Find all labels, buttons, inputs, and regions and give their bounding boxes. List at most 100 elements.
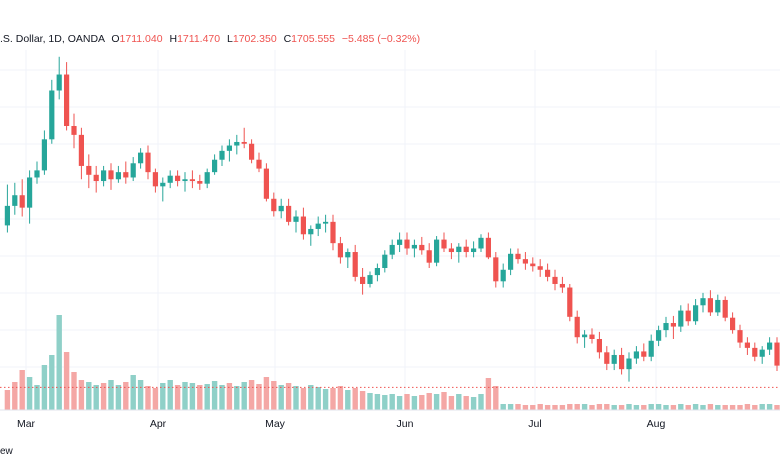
volume-bar — [448, 396, 455, 410]
volume-bar — [137, 380, 144, 410]
x-tick-may: May — [265, 418, 286, 430]
candle-body — [263, 168, 269, 199]
volume-bar — [293, 386, 299, 410]
candle-body — [463, 246, 469, 253]
candle-body — [249, 143, 255, 160]
volume-bar — [345, 390, 351, 410]
candle — [41, 130, 47, 175]
candle-body — [138, 152, 144, 164]
candle — [315, 216, 321, 237]
candle-body — [759, 349, 765, 357]
volume-bar — [93, 385, 99, 410]
candle-body — [397, 239, 403, 245]
volume-bar — [411, 396, 418, 410]
volume-bar — [774, 405, 780, 410]
candle-body — [160, 182, 166, 187]
candle-body — [508, 253, 514, 270]
volume-bar — [567, 404, 573, 410]
volume-bar — [234, 386, 240, 410]
volume-bar — [604, 404, 610, 410]
candle-body — [685, 310, 691, 322]
candle-body — [552, 276, 558, 284]
candle-body — [515, 253, 521, 260]
volume-bar — [78, 380, 85, 410]
candle — [256, 152, 262, 173]
candle — [656, 325, 662, 347]
candle-body — [145, 152, 151, 173]
volume-bar — [485, 378, 492, 410]
candle — [426, 243, 432, 268]
volume-bar — [115, 385, 122, 410]
candle-body — [471, 248, 477, 253]
candle — [197, 174, 203, 190]
candle — [234, 134, 240, 155]
candle — [678, 305, 684, 332]
candle — [685, 303, 691, 326]
volume-bar — [463, 396, 469, 410]
candle-body — [389, 244, 395, 255]
candle-body — [108, 170, 114, 180]
grid-lines — [0, 50, 780, 410]
candle — [56, 56, 62, 100]
volume-bar — [641, 405, 647, 410]
volume-bar — [160, 383, 166, 410]
candle — [78, 127, 84, 180]
candle-body — [700, 298, 706, 306]
candle — [12, 182, 18, 215]
candle — [715, 294, 721, 316]
candle — [286, 198, 292, 226]
volume-bar — [86, 382, 92, 410]
volume-bar — [752, 405, 758, 410]
volume-bar — [700, 405, 706, 410]
candle-body — [34, 170, 40, 178]
x-tick-jun: Jun — [397, 418, 414, 430]
candle — [4, 184, 10, 233]
candle-body — [715, 299, 721, 313]
volume-bar — [692, 404, 699, 410]
candle-body — [426, 250, 432, 263]
candle — [93, 165, 99, 193]
candle-body — [78, 134, 84, 166]
volume-bar — [300, 388, 307, 410]
candle-body — [19, 195, 25, 208]
volume-bar — [766, 404, 773, 410]
volume-bar — [285, 383, 292, 410]
candle — [537, 259, 543, 277]
candle-body — [737, 330, 743, 343]
candle — [759, 346, 765, 364]
candle-body — [582, 334, 588, 338]
candle — [360, 268, 366, 295]
volume-bar — [478, 394, 484, 410]
candle — [300, 207, 306, 240]
volume-bar — [182, 382, 188, 410]
candle — [589, 328, 595, 344]
candle-body — [204, 172, 210, 184]
candle-body — [478, 237, 484, 249]
candle-body — [670, 323, 676, 327]
volume-bar — [263, 377, 270, 410]
candle-body — [219, 150, 225, 160]
candle — [182, 172, 188, 192]
candle — [463, 239, 469, 258]
candle-body — [485, 237, 491, 258]
candle — [389, 239, 395, 260]
candle — [152, 168, 158, 193]
candle — [71, 113, 77, 149]
candle-body — [722, 299, 728, 318]
candle — [263, 163, 269, 202]
candle-body — [633, 351, 639, 359]
candle-body — [567, 287, 573, 317]
candle — [175, 170, 181, 187]
volume-bar — [374, 394, 381, 410]
candle — [559, 276, 565, 293]
candle-body — [212, 159, 218, 173]
candle-body — [730, 317, 736, 331]
candle — [64, 62, 70, 131]
candle — [567, 283, 573, 322]
volume-bar — [618, 405, 625, 410]
candle — [737, 324, 743, 348]
volume-bar — [589, 405, 595, 410]
volume-bar — [174, 385, 181, 410]
candle — [323, 214, 329, 233]
